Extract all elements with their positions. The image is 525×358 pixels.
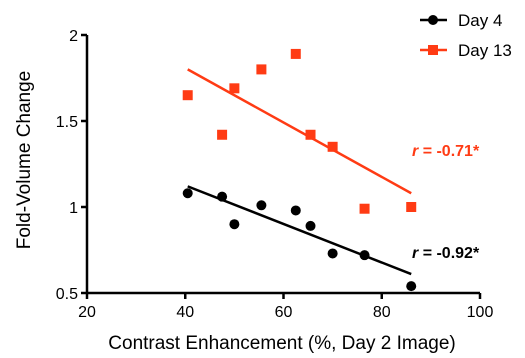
- y-tick-label: 2: [69, 28, 78, 45]
- x-tick-label: 20: [78, 304, 96, 321]
- data-point-day-4: [217, 191, 228, 202]
- legend: Day 4 Day 13: [420, 11, 512, 60]
- data-point-day-4: [406, 281, 417, 292]
- legend-entry-day-4: Day 4: [420, 11, 502, 30]
- fit-lines: [187, 68, 412, 276]
- legend-marker-day-13: [428, 45, 438, 55]
- x-tick-label: 100: [467, 304, 494, 321]
- data-point-day-4: [327, 248, 338, 259]
- r-symbol-day-13: r: [412, 143, 419, 160]
- legend-label-day-13: Day 13: [458, 41, 512, 60]
- data-point-day-13: [406, 202, 417, 212]
- legend-marker-day-4: [428, 15, 438, 25]
- data-point-day-13: [229, 83, 240, 94]
- data-point-day-4: [256, 200, 267, 211]
- y-axis-title: Fold-Volume Change: [14, 71, 35, 250]
- data-point-day-13: [305, 129, 316, 140]
- y-ticks: 0.5 1 1.5 2: [56, 28, 87, 303]
- y-tick-label: 0.5: [56, 286, 78, 303]
- fit-line-day-13: [187, 68, 412, 195]
- x-axis-title: Contrast Enhancement (%, Day 2 Image): [108, 333, 455, 354]
- data-point-day-13: [359, 203, 370, 214]
- data-point-day-13: [256, 64, 267, 75]
- r-value-day-13: = -0.71*: [423, 143, 480, 160]
- data-point-day-4: [305, 220, 316, 231]
- r-value-day-4: = -0.92*: [423, 245, 480, 262]
- data-point-day-4: [229, 219, 240, 230]
- data-point-day-4: [290, 205, 301, 216]
- x-tick-label: 40: [176, 304, 194, 321]
- fit-line-day-4: [187, 185, 412, 276]
- data-point-day-13: [290, 48, 301, 59]
- data-point-day-4: [359, 250, 370, 261]
- r-annotation-day-13: r = -0.71*: [412, 143, 480, 160]
- data-point-day-13: [327, 141, 338, 152]
- data-points: [182, 48, 417, 292]
- r-symbol-day-4: r: [412, 245, 419, 262]
- x-tick-label: 60: [275, 304, 293, 321]
- legend-label-day-4: Day 4: [458, 11, 502, 30]
- data-point-day-13: [182, 90, 193, 101]
- legend-entry-day-13: Day 13: [420, 41, 512, 60]
- x-ticks: 20 40 60 80 100: [78, 293, 493, 321]
- x-tick-label: 80: [373, 304, 391, 321]
- data-point-day-13: [217, 129, 228, 140]
- y-tick-label: 1.5: [56, 114, 78, 131]
- r-annotation-day-4: r = -0.92*: [412, 245, 480, 262]
- data-point-day-4: [182, 188, 193, 199]
- y-tick-label: 1: [69, 200, 78, 217]
